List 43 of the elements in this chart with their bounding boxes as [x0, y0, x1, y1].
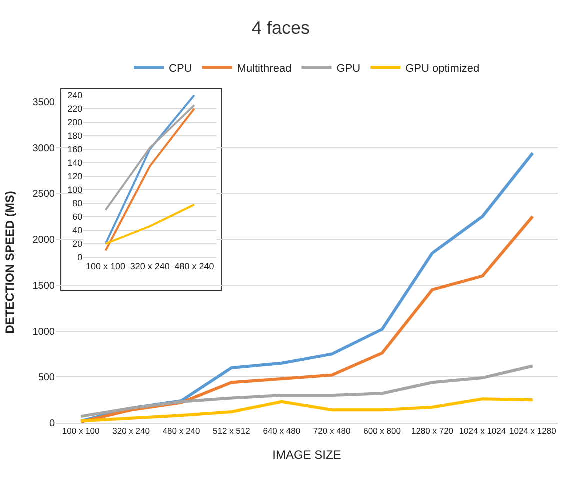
y-tick-label: 120 — [68, 172, 83, 182]
x-tick-label: 100 x 100 — [86, 261, 126, 272]
y-tick-label: 3000 — [32, 143, 56, 154]
x-tick-label: 1280 x 720 — [411, 426, 454, 436]
x-tick-label: 600 x 800 — [364, 426, 402, 436]
y-tick-label: 2500 — [32, 189, 56, 200]
y-tick-label: 160 — [68, 144, 83, 155]
y-tick-label: 100 — [68, 185, 83, 196]
legend-label: GPU optimized — [406, 62, 480, 75]
y-tick-label: 20 — [72, 239, 83, 250]
legend-label: GPU — [336, 62, 361, 75]
x-tick-label: 320 x 240 — [130, 261, 170, 272]
legend-label: Multithread — [237, 62, 292, 75]
chart-title: 4 faces — [252, 18, 310, 38]
y-tick-label: 2000 — [32, 235, 56, 246]
x-tick-label: 512 x 512 — [213, 426, 251, 436]
x-axis-title: IMAGE SIZE — [272, 448, 342, 462]
x-tick-label: 1024 x 1280 — [510, 426, 557, 436]
x-tick-label: 480 x 240 — [162, 426, 200, 436]
legend-label: CPU — [169, 62, 192, 75]
y-tick-label: 1500 — [32, 280, 56, 292]
y-tick-label: 0 — [49, 418, 56, 430]
y-tick-label: 180 — [68, 131, 83, 142]
y-tick-label: 0 — [78, 252, 83, 263]
y-tick-label: 500 — [38, 372, 56, 384]
x-tick-label: 320 x 240 — [112, 426, 150, 436]
x-tick-label: 1024 x 1024 — [459, 426, 506, 436]
y-tick-label: 60 — [72, 212, 83, 222]
y-tick-label: 40 — [72, 226, 83, 236]
x-tick-label: 100 x 100 — [62, 426, 100, 436]
line-series — [80, 364, 534, 418]
y-tick-label: 240 — [68, 90, 83, 100]
line-series — [80, 398, 534, 423]
y-tick-label: 3500 — [32, 97, 56, 108]
y-tick-label: 200 — [68, 117, 83, 128]
x-tick-label: 720 x 480 — [313, 426, 352, 436]
x-tick-label: 640 x 480 — [263, 426, 301, 436]
y-tick-label: 1000 — [32, 326, 56, 338]
y-axis-title: DETECTION SPEED (MS) — [3, 191, 18, 334]
y-tick-label: 220 — [68, 104, 83, 114]
x-tick-label: 480 x 240 — [174, 261, 214, 272]
y-tick-label: 80 — [72, 198, 83, 209]
y-tick-label: 140 — [68, 158, 83, 168]
